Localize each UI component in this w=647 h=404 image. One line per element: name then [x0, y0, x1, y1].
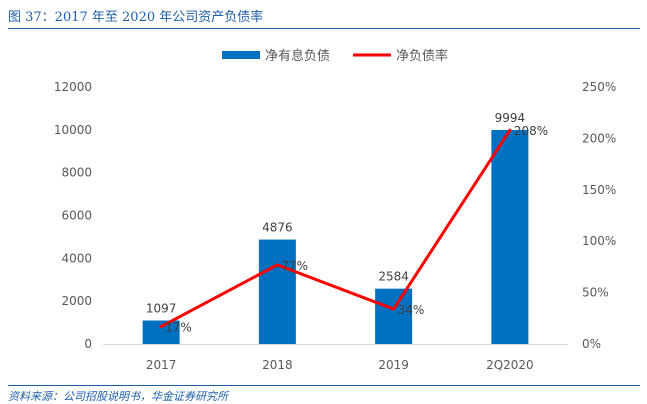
bottom-rule	[8, 385, 640, 386]
bar-2017	[142, 320, 180, 344]
line-value-label: 208%	[514, 124, 548, 138]
y-left-tick-label: 2000	[61, 294, 92, 308]
line-value-label: 34%	[398, 303, 425, 317]
bar-value-label: 4876	[262, 221, 293, 235]
bar-2018	[258, 239, 296, 344]
legend-swatch-bar	[222, 51, 260, 59]
y-left-tick-label: 6000	[61, 209, 92, 223]
figure-title: 图 37：2017 年至 2020 年公司资产负债率	[8, 10, 264, 25]
y-right-tick-label: 0%	[582, 337, 601, 351]
bar-2019	[375, 288, 413, 344]
y-right-tick-label: 250%	[582, 80, 616, 94]
x-tick-label: 2019	[378, 358, 409, 372]
top-rule	[8, 28, 640, 29]
bar-2Q2020	[491, 129, 529, 344]
x-tick-label: 2Q2020	[486, 358, 534, 372]
bar-value-label: 1097	[146, 302, 177, 316]
y-left-tick-label: 10000	[54, 123, 92, 137]
y-left-tick-label: 4000	[61, 251, 92, 265]
legend-label-bar: 净有息负债	[265, 48, 330, 64]
legend-label-line: 净负债率	[396, 48, 448, 64]
y-left-tick-label: 0	[84, 337, 92, 351]
line-value-label: 77%	[281, 259, 308, 273]
bar-value-label: 9994	[495, 111, 526, 125]
y-right-tick-label: 50%	[582, 286, 609, 300]
y-left-tick-label: 8000	[61, 166, 92, 180]
y-right-tick-label: 200%	[582, 131, 616, 145]
line-value-label: 17%	[165, 321, 192, 335]
bar-value-label: 2584	[378, 270, 409, 284]
x-tick-label: 2017	[146, 358, 177, 372]
x-tick-label: 2018	[262, 358, 293, 372]
y-right-tick-label: 150%	[582, 183, 616, 197]
y-left-tick-label: 12000	[54, 80, 92, 94]
y-right-tick-label: 100%	[582, 234, 616, 248]
source-note: 资料来源：公司招股说明书，华金证券研究所	[8, 390, 228, 403]
line-series-net-debt-ratio	[159, 128, 512, 329]
